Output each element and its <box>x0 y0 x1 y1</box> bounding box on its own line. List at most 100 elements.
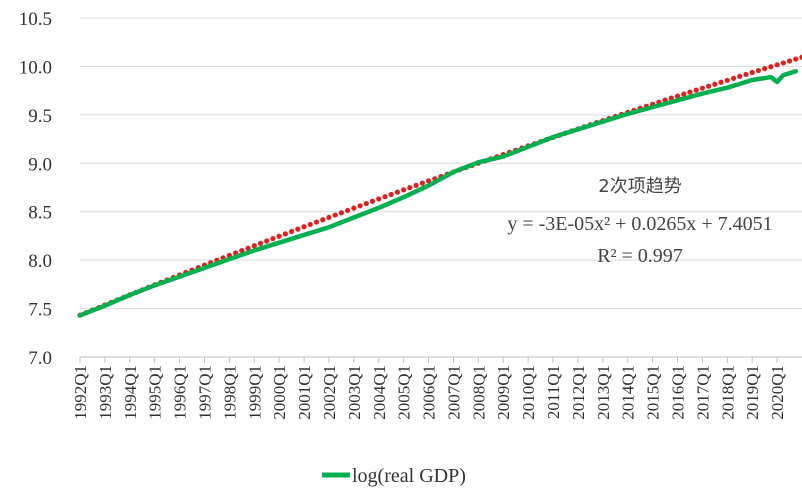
x-tick-label: 2010Q1 <box>519 365 538 420</box>
x-tick-label: 2000Q1 <box>270 365 289 420</box>
trendline-equation: y = -3E-05x² + 0.0265x + 7.4051 <box>507 213 772 235</box>
trendline-point <box>345 207 351 214</box>
trendline-annotation: 2次项趋势 y = -3E-05x² + 0.0265x + 7.4051 R²… <box>507 176 772 267</box>
trendline-point <box>276 233 282 239</box>
trendline-r-squared: R² = 0.997 <box>597 245 683 267</box>
trendline-point <box>363 200 369 207</box>
x-tick-label: 2009Q1 <box>494 365 513 420</box>
trendline-point <box>799 54 802 60</box>
trendline-point <box>793 56 799 62</box>
x-tick-label: 1996Q1 <box>171 365 190 420</box>
y-axis-tick-labels: 7.0 7.5 8.0 8.5 9.0 9.5 10.0 10.5 <box>19 9 52 369</box>
trendline-point <box>681 91 687 97</box>
x-tick-label: 2014Q1 <box>619 365 638 420</box>
x-tick-label: 2020Q1 <box>768 365 787 420</box>
x-tick-label: 2003Q1 <box>345 365 364 420</box>
y-tick-label: 7.0 <box>28 348 52 369</box>
trendline-point <box>413 182 419 188</box>
y-tick-label: 8.0 <box>28 251 52 272</box>
trendline-point <box>743 71 749 78</box>
trendline-point <box>388 191 394 198</box>
trendline-point <box>382 194 388 200</box>
gridlines <box>80 17 802 310</box>
trendline-point <box>251 243 257 249</box>
legend-label: log(real GDP) <box>352 465 466 487</box>
trendline-point <box>270 236 276 242</box>
trendline-point <box>376 196 382 202</box>
trendline-point <box>419 180 425 186</box>
x-tick-label: 2016Q1 <box>669 365 688 420</box>
x-tick-label: 1992Q1 <box>71 365 90 420</box>
trendline-point <box>706 83 712 89</box>
trendline-point <box>718 79 724 85</box>
trendline-point <box>320 217 326 223</box>
x-tick-label: 2018Q1 <box>718 365 737 420</box>
x-tick-label: 2004Q1 <box>370 365 389 420</box>
trendline-point <box>351 205 357 211</box>
trendline-point <box>245 245 251 251</box>
x-tick-label: 2007Q1 <box>444 365 463 420</box>
trendline-point <box>357 203 363 209</box>
trendline-point <box>369 198 376 204</box>
x-tick-label: 2001Q1 <box>295 365 314 420</box>
trendline-point <box>239 247 245 254</box>
x-tick-label: 2013Q1 <box>594 365 613 420</box>
trendline-point <box>730 75 737 81</box>
x-tick-label: 1994Q1 <box>121 365 140 420</box>
trendline-point <box>786 58 793 64</box>
x-axis-tick-labels: 1992Q1 1993Q1 1994Q1 1995Q1 1996Q1 1997Q1 1998… <box>71 365 787 420</box>
trendline-point <box>774 62 780 68</box>
trendline-point <box>332 212 338 218</box>
y-tick-label: 10.5 <box>19 9 52 30</box>
trendline-point <box>313 219 320 225</box>
trendline-point <box>712 81 718 87</box>
trendline-point <box>674 93 681 99</box>
y-tick-label: 9.0 <box>28 154 52 175</box>
axes <box>79 356 802 363</box>
trendline-point <box>282 231 288 237</box>
x-tick-label: 2015Q1 <box>644 365 663 420</box>
trendline-point <box>762 66 768 72</box>
trendline-point <box>755 67 762 74</box>
trendline-point <box>737 73 743 79</box>
x-tick-label: 2008Q1 <box>469 365 488 420</box>
x-tick-label: 2019Q1 <box>743 365 762 420</box>
trendline-point <box>394 189 401 195</box>
trendline-point <box>338 210 345 216</box>
x-tick-label: 1997Q1 <box>195 365 214 420</box>
series-lines <box>77 69 799 318</box>
x-tick-label: 1999Q1 <box>245 365 264 420</box>
trendline-point <box>425 178 432 184</box>
x-tick-label: 1995Q1 <box>146 365 165 420</box>
trendline-point <box>301 224 307 230</box>
x-tick-label: 2002Q1 <box>320 365 339 420</box>
trendline-point <box>326 214 332 221</box>
y-tick-label: 9.5 <box>28 106 52 127</box>
trendline-point <box>257 240 264 246</box>
x-tick-label: 2006Q1 <box>420 365 439 420</box>
x-tick-label: 2017Q1 <box>693 365 712 420</box>
trendline-point <box>407 185 413 191</box>
y-tick-label: 10.0 <box>19 57 52 78</box>
y-tick-label: 8.5 <box>28 203 52 224</box>
x-tick-label: 2005Q1 <box>395 365 414 420</box>
trendline-point <box>401 187 407 193</box>
trendline-point <box>289 228 295 235</box>
trendline-point <box>768 64 774 70</box>
trendline-title: 2次项趋势 <box>598 176 681 197</box>
y-tick-label: 7.5 <box>28 300 52 321</box>
x-tick-label: 2011Q1 <box>544 365 563 419</box>
trendline-point <box>749 69 755 76</box>
x-tick-label: 2012Q1 <box>569 365 588 420</box>
trendline-point <box>295 226 301 232</box>
trendline-point <box>699 85 706 91</box>
trendline-point <box>693 87 699 93</box>
trendline-point <box>264 238 270 244</box>
x-tick-label: 1998Q1 <box>220 365 239 420</box>
legend: log(real GDP) <box>322 465 466 487</box>
trendline-point <box>780 60 786 66</box>
trendline-point <box>307 221 313 228</box>
x-tick-label: 1993Q1 <box>96 365 115 420</box>
